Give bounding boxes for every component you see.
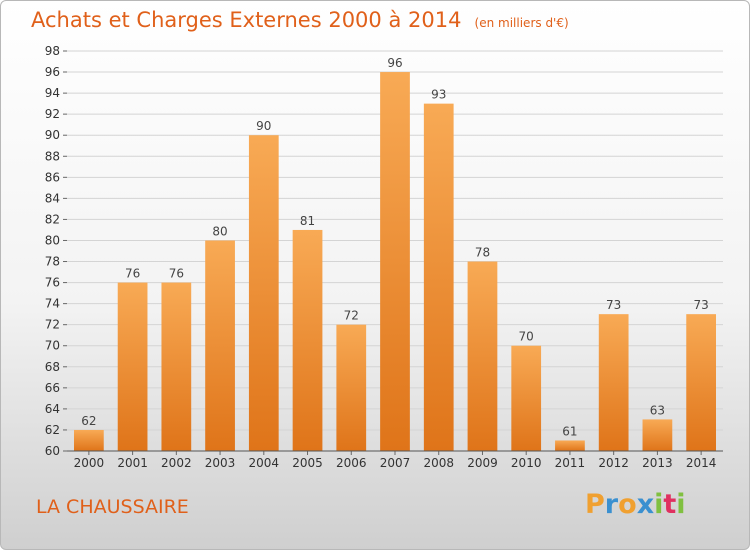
bar	[292, 229, 323, 451]
x-tick-label: 2011	[555, 456, 586, 470]
x-tick-label: 2009	[467, 456, 498, 470]
chart-title: Achats et Charges Externes 2000 à 2014 (…	[31, 8, 569, 32]
y-tick-label: 68	[45, 360, 60, 374]
data-label: 73	[606, 298, 621, 312]
data-label: 61	[562, 424, 577, 438]
place-name: LA CHAUSSAIRE	[36, 496, 189, 518]
y-tick-label: 86	[45, 170, 60, 184]
proxiti-logo: Proxiti	[585, 489, 686, 520]
y-tick-label: 84	[45, 191, 60, 205]
data-label: 93	[431, 88, 446, 102]
bar	[336, 324, 367, 451]
data-label: 70	[519, 330, 534, 344]
bar	[161, 282, 192, 451]
data-label: 78	[475, 246, 490, 260]
chart-title-text: Achats et Charges Externes 2000 à 2014	[31, 8, 462, 32]
y-tick-label: 76	[45, 276, 60, 290]
x-tick-label: 2008	[423, 456, 454, 470]
logo-letter: i	[676, 489, 686, 520]
y-tick-label: 70	[45, 339, 60, 353]
x-tick-label: 2014	[686, 456, 717, 470]
y-tick-label: 90	[45, 128, 60, 142]
data-label: 80	[212, 224, 227, 238]
logo-letter: i	[654, 489, 664, 520]
y-tick-label: 88	[45, 149, 60, 163]
y-tick-label: 74	[45, 297, 60, 311]
y-tick-label: 96	[45, 65, 60, 79]
y-axis-ticks: 60 62 64 66 68 70 72 74 76 78 80 82 84 86 88 90 92 94 96 98	[45, 44, 67, 458]
x-tick-label: 2006	[336, 456, 367, 470]
bar	[205, 240, 235, 451]
data-label: 73	[693, 298, 708, 312]
x-tick-label: 2001	[117, 456, 148, 470]
bar	[686, 314, 717, 451]
y-tick-label: 62	[45, 423, 60, 437]
bars	[73, 72, 717, 452]
y-tick-label: 82	[45, 212, 60, 226]
bar	[642, 419, 673, 451]
data-label: 96	[387, 56, 402, 70]
x-tick-label: 2005	[292, 456, 323, 470]
data-label: 76	[169, 267, 184, 281]
unit-note: (en milliers d'€)	[474, 16, 569, 30]
y-tick-label: 80	[45, 233, 60, 247]
x-tick-label: 2000	[74, 456, 105, 470]
bar	[117, 282, 148, 451]
data-label: 76	[125, 267, 140, 281]
bar	[73, 429, 104, 451]
bar	[380, 72, 410, 451]
y-tick-label: 60	[45, 444, 60, 458]
logo-letter: x	[636, 489, 655, 520]
data-label: 90	[256, 119, 271, 133]
bar	[511, 345, 542, 451]
y-tick-label: 64	[45, 402, 60, 416]
bar	[467, 261, 498, 451]
bar	[598, 314, 629, 451]
x-tick-label: 2004	[249, 456, 280, 470]
y-tick-label: 78	[45, 255, 60, 269]
data-label: 72	[344, 309, 359, 323]
x-tick-label: 2012	[598, 456, 629, 470]
x-tick-label: 2002	[161, 456, 192, 470]
bar	[423, 103, 454, 451]
data-labels: 62 76 76 80 90 81 72 96 93 78 70 61 73 63 73	[81, 56, 709, 438]
logo-letter: t	[663, 489, 677, 520]
y-tick-label: 92	[45, 107, 60, 121]
x-tick-label: 2007	[380, 456, 411, 470]
y-tick-label: 66	[45, 381, 60, 395]
data-label: 81	[300, 214, 315, 228]
bar	[248, 135, 279, 452]
bar	[555, 440, 585, 451]
y-tick-label: 72	[45, 318, 60, 332]
logo-letter: P	[585, 489, 605, 520]
y-tick-label: 94	[45, 86, 60, 100]
y-tick-label: 98	[45, 44, 60, 58]
logo-letter: o	[618, 489, 637, 520]
x-tick-label: 2013	[642, 456, 673, 470]
logo-letter: r	[604, 489, 619, 520]
data-label: 62	[81, 414, 96, 428]
x-axis-ticks: 2000 2001 2002 2003 2004 2005 2006 2007 2008 2009…	[74, 451, 717, 470]
data-label: 63	[650, 403, 665, 417]
x-tick-label: 2003	[205, 456, 236, 470]
x-tick-label: 2010	[511, 456, 542, 470]
